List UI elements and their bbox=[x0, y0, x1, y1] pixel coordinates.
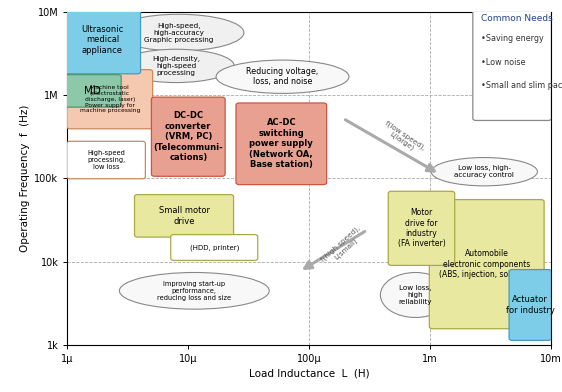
FancyBboxPatch shape bbox=[388, 191, 455, 265]
Text: (HDD, printer): (HDD, printer) bbox=[189, 244, 239, 251]
Text: DC-DC
converter
(VRM, PC)
(Telecommuni-
cations): DC-DC converter (VRM, PC) (Telecommuni- … bbox=[153, 111, 223, 162]
Text: Small motor
drive: Small motor drive bbox=[158, 206, 210, 225]
Ellipse shape bbox=[114, 14, 244, 51]
Y-axis label: Operating Frequency  f  (Hz): Operating Frequency f (Hz) bbox=[20, 105, 30, 252]
Ellipse shape bbox=[431, 158, 537, 186]
FancyBboxPatch shape bbox=[67, 141, 146, 179]
Text: Improving start-up
performance,
reducing loss and size: Improving start-up performance, reducing… bbox=[157, 281, 232, 301]
FancyBboxPatch shape bbox=[236, 103, 327, 185]
Text: High-density,
high-speed
processing: High-density, high-speed processing bbox=[152, 56, 200, 76]
Text: Machine tool
(electrostatic
discharge, laser)
Power supply for
machine processin: Machine tool (electrostatic discharge, l… bbox=[80, 85, 140, 113]
Ellipse shape bbox=[380, 272, 451, 318]
FancyBboxPatch shape bbox=[65, 5, 140, 74]
FancyBboxPatch shape bbox=[473, 5, 551, 120]
X-axis label: Load Inductance  L  (H): Load Inductance L (H) bbox=[249, 368, 369, 378]
Text: Low loss, high-
accuracy control: Low loss, high- accuracy control bbox=[454, 165, 514, 178]
Text: Actuator
for industry: Actuator for industry bbox=[506, 295, 555, 315]
Text: Low loss,
high
reliability: Low loss, high reliability bbox=[398, 285, 432, 305]
Text: •Saving energy: •Saving energy bbox=[481, 34, 543, 43]
FancyBboxPatch shape bbox=[151, 97, 225, 176]
Ellipse shape bbox=[216, 60, 349, 93]
FancyBboxPatch shape bbox=[67, 70, 153, 129]
FancyBboxPatch shape bbox=[509, 270, 551, 340]
Text: Reducing voltage,
loss, and noise: Reducing voltage, loss, and noise bbox=[246, 67, 319, 86]
Text: MD: MD bbox=[84, 86, 101, 96]
FancyBboxPatch shape bbox=[171, 234, 258, 260]
Text: Common Needs: Common Needs bbox=[481, 14, 552, 23]
FancyBboxPatch shape bbox=[65, 74, 121, 107]
Text: f(high speed),
L(small): f(high speed), L(small) bbox=[320, 225, 366, 269]
Text: Ultrasonic
medical
appliance: Ultrasonic medical appliance bbox=[81, 25, 124, 54]
Text: Motor
drive for
industry
(FA inverter): Motor drive for industry (FA inverter) bbox=[397, 208, 445, 249]
Text: •Small and slim package: •Small and slim package bbox=[481, 81, 562, 90]
Ellipse shape bbox=[118, 49, 234, 83]
Text: •Low noise: •Low noise bbox=[481, 58, 525, 67]
Text: AC-DC
switching
power supply
(Network OA,
Base station): AC-DC switching power supply (Network OA… bbox=[250, 118, 313, 169]
Text: High-speed
processing,
low loss: High-speed processing, low loss bbox=[87, 150, 125, 170]
Ellipse shape bbox=[119, 272, 269, 309]
Text: Automobile
electronic components
(ABS, injection, solenoid): Automobile electronic components (ABS, i… bbox=[439, 249, 534, 279]
FancyBboxPatch shape bbox=[134, 194, 234, 237]
FancyBboxPatch shape bbox=[429, 200, 544, 329]
Text: High-speed,
high-accuracy
Graphic processing: High-speed, high-accuracy Graphic proces… bbox=[144, 23, 214, 43]
Text: f(low speed),
L(large): f(low speed), L(large) bbox=[380, 120, 427, 157]
